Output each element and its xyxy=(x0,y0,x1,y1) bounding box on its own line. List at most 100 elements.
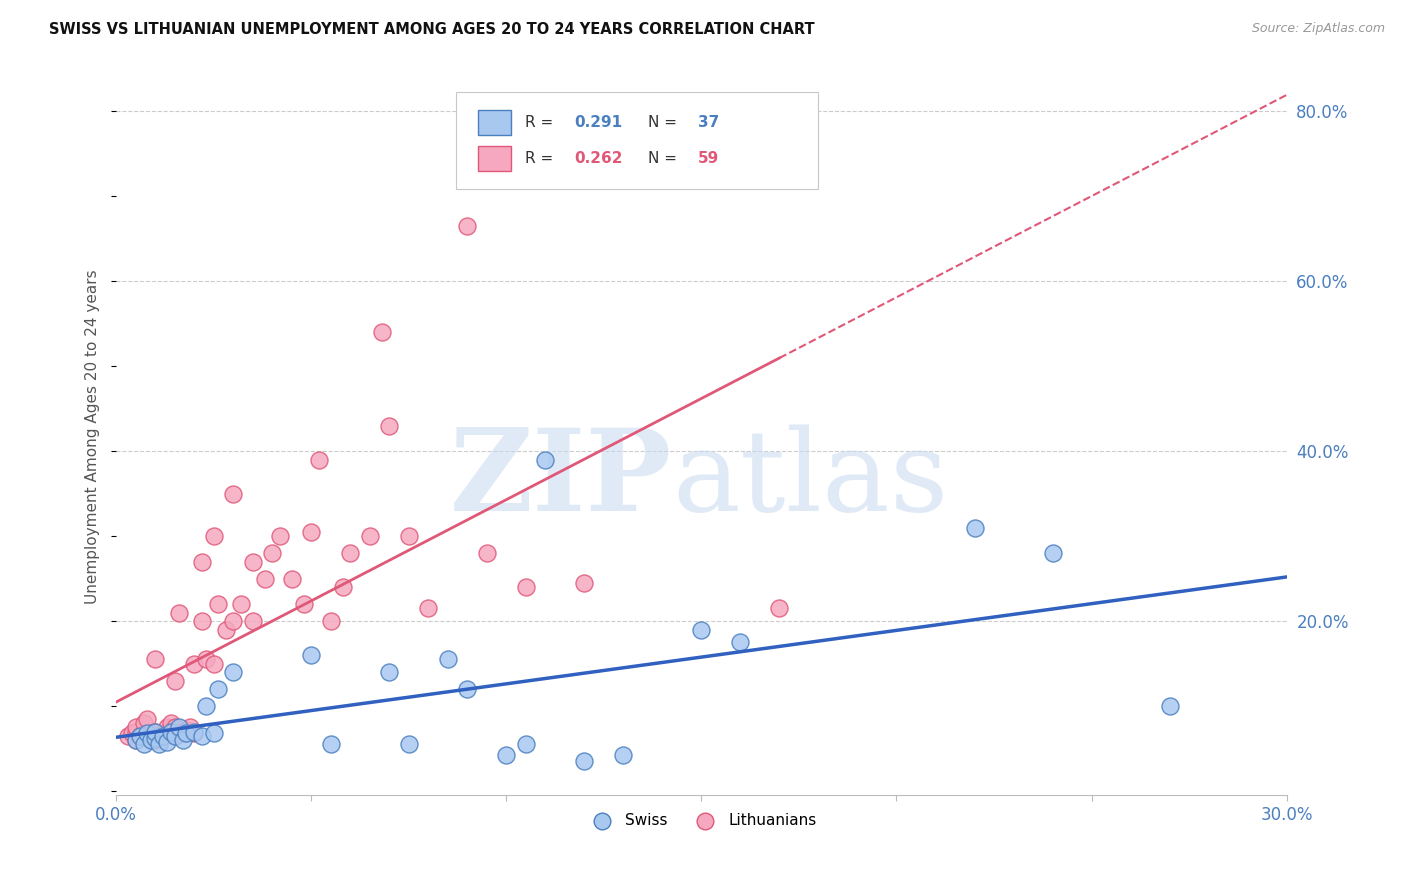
Point xyxy=(128,729,150,743)
Text: ZIP: ZIP xyxy=(450,424,672,535)
Point xyxy=(143,724,166,739)
Legend: Swiss, Lithuanians: Swiss, Lithuanians xyxy=(581,807,823,834)
Point xyxy=(163,720,186,734)
Point xyxy=(167,720,190,734)
Point xyxy=(160,716,183,731)
Point xyxy=(176,723,198,737)
Point xyxy=(242,555,264,569)
Point xyxy=(202,726,225,740)
Point xyxy=(495,748,517,763)
Point xyxy=(191,729,214,743)
Y-axis label: Unemployment Among Ages 20 to 24 years: Unemployment Among Ages 20 to 24 years xyxy=(86,269,100,604)
Text: R =: R = xyxy=(524,151,558,166)
Point xyxy=(515,580,537,594)
Text: SWISS VS LITHUANIAN UNEMPLOYMENT AMONG AGES 20 TO 24 YEARS CORRELATION CHART: SWISS VS LITHUANIAN UNEMPLOYMENT AMONG A… xyxy=(49,22,815,37)
Point xyxy=(156,735,179,749)
Point xyxy=(132,716,155,731)
Point xyxy=(136,726,159,740)
Point xyxy=(229,597,252,611)
Point xyxy=(768,601,790,615)
Point xyxy=(141,733,163,747)
Text: N =: N = xyxy=(648,115,682,130)
Point xyxy=(152,729,174,743)
Point xyxy=(202,657,225,671)
Point xyxy=(143,724,166,739)
Point xyxy=(214,623,236,637)
Point xyxy=(222,487,245,501)
Point xyxy=(172,733,194,747)
Point xyxy=(437,652,460,666)
Text: R =: R = xyxy=(524,115,558,130)
Point xyxy=(160,724,183,739)
Point xyxy=(125,724,148,739)
Point xyxy=(143,733,166,747)
Point xyxy=(456,682,478,697)
Point xyxy=(132,738,155,752)
Point xyxy=(207,682,229,697)
Point xyxy=(574,755,596,769)
Point xyxy=(117,729,139,743)
Point xyxy=(183,657,205,671)
Point xyxy=(308,452,330,467)
Point xyxy=(1159,699,1181,714)
Point xyxy=(125,733,148,747)
Text: N =: N = xyxy=(648,151,682,166)
Point xyxy=(299,524,322,539)
Point xyxy=(370,326,392,340)
Point xyxy=(148,738,170,752)
Point xyxy=(359,529,381,543)
Text: 0.291: 0.291 xyxy=(574,115,621,130)
Point xyxy=(456,219,478,234)
Text: 37: 37 xyxy=(697,115,720,130)
Point xyxy=(152,729,174,743)
Point xyxy=(183,726,205,740)
Point xyxy=(690,623,713,637)
Point xyxy=(179,720,201,734)
Point xyxy=(143,731,166,746)
Point xyxy=(183,724,205,739)
Point xyxy=(262,546,284,560)
Point xyxy=(163,729,186,743)
Point xyxy=(202,529,225,543)
Point xyxy=(339,546,361,560)
Point xyxy=(281,572,304,586)
Point xyxy=(195,652,218,666)
Point xyxy=(398,738,420,752)
Point xyxy=(319,614,342,628)
Point xyxy=(515,738,537,752)
Point xyxy=(418,601,440,615)
Point xyxy=(222,614,245,628)
Point xyxy=(136,729,159,743)
Point xyxy=(163,729,186,743)
Point xyxy=(378,418,401,433)
Point xyxy=(152,726,174,740)
Point xyxy=(574,576,596,591)
Point xyxy=(163,673,186,688)
Point xyxy=(534,452,557,467)
Point xyxy=(128,729,150,743)
Point xyxy=(242,614,264,628)
Point xyxy=(612,748,634,763)
Point xyxy=(191,614,214,628)
Point xyxy=(378,665,401,680)
Point xyxy=(141,726,163,740)
Point xyxy=(475,546,498,560)
Point xyxy=(121,726,143,740)
Point xyxy=(176,726,198,740)
Point xyxy=(730,635,752,649)
Point xyxy=(136,712,159,726)
Point xyxy=(963,521,986,535)
Text: atlas: atlas xyxy=(672,425,949,535)
Point xyxy=(319,738,342,752)
Point xyxy=(299,648,322,663)
Point xyxy=(1042,546,1064,560)
Point xyxy=(292,597,315,611)
Bar xyxy=(478,146,510,170)
Point xyxy=(167,726,190,740)
Point xyxy=(156,720,179,734)
Text: 0.262: 0.262 xyxy=(574,151,623,166)
FancyBboxPatch shape xyxy=(456,92,818,189)
Point xyxy=(191,555,214,569)
Point xyxy=(143,652,166,666)
Point xyxy=(207,597,229,611)
